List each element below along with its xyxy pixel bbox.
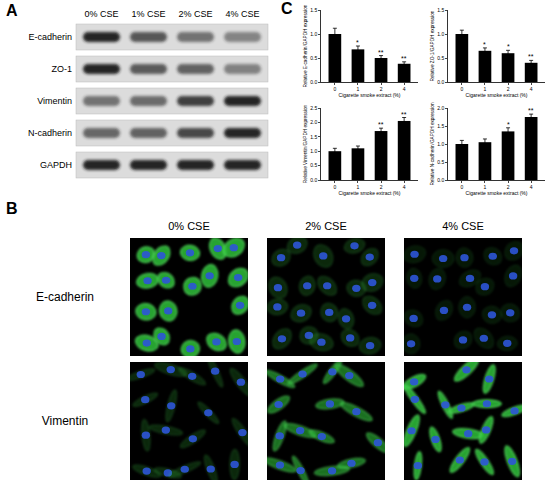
svg-text:2% CSE: 2% CSE [305,220,347,232]
svg-text:1: 1 [357,184,360,190]
svg-text:ZO-1: ZO-1 [51,64,72,74]
svg-text:1.0: 1.0 [310,148,317,154]
svg-text:2.0: 2.0 [310,119,317,125]
svg-text:**: ** [528,107,534,114]
svg-text:0.0: 0.0 [437,79,444,85]
svg-text:**: ** [528,53,534,60]
svg-text:A: A [6,2,18,19]
svg-text:2% CSE: 2% CSE [178,9,212,19]
svg-text:0% CSE: 0% CSE [168,220,210,232]
svg-text:0.5: 0.5 [310,55,317,61]
svg-text:0.0: 0.0 [310,177,317,183]
svg-text:B: B [6,200,18,217]
svg-text:2.0: 2.0 [437,105,444,111]
svg-text:2: 2 [380,184,383,190]
svg-text:Vimentin: Vimentin [37,96,72,106]
svg-text:**: ** [378,49,384,56]
svg-text:**: ** [401,55,407,62]
svg-text:Relative ZO-1/GAPDH expression: Relative ZO-1/GAPDH expression [430,10,435,81]
svg-text:0: 0 [333,184,336,190]
svg-text:1.5: 1.5 [437,7,444,13]
svg-text:*: * [356,39,359,46]
svg-text:Cigarette smoke extract (%): Cigarette smoke extract (%) [466,190,528,196]
svg-text:0.0: 0.0 [437,177,444,183]
svg-text:2: 2 [380,86,383,92]
svg-text:E-cadherin: E-cadherin [28,32,72,42]
svg-text:0: 0 [460,184,463,190]
svg-text:1: 1 [484,184,487,190]
svg-text:N-cadherin: N-cadherin [28,128,72,138]
svg-text:0: 0 [333,86,336,92]
svg-text:1% CSE: 1% CSE [131,9,165,19]
svg-text:2: 2 [507,184,510,190]
svg-text:0% CSE: 0% CSE [84,9,118,19]
svg-text:**: ** [378,121,384,128]
svg-text:0.5: 0.5 [437,55,444,61]
svg-text:Relative E-cadherin/GAPDH expr: Relative E-cadherin/GAPDH expression [303,4,308,87]
svg-text:1.5: 1.5 [437,123,444,129]
svg-text:Cigarette smoke extract (%): Cigarette smoke extract (%) [466,92,528,98]
svg-text:1: 1 [357,86,360,92]
svg-text:4: 4 [530,184,533,190]
svg-text:4% CSE: 4% CSE [225,9,259,19]
svg-text:1.5: 1.5 [310,134,317,140]
svg-text:0.0: 0.0 [310,79,317,85]
svg-text:1.0: 1.0 [310,31,317,37]
svg-text:E-cadherin: E-cadherin [36,290,94,304]
svg-text:Vimentin: Vimentin [42,414,88,428]
svg-text:0: 0 [460,86,463,92]
svg-text:0.5: 0.5 [310,162,317,168]
svg-text:1.0: 1.0 [437,141,444,147]
svg-text:**: ** [401,111,407,118]
svg-text:1.0: 1.0 [437,31,444,37]
svg-text:Relative Vimentin/GAPDH expres: Relative Vimentin/GAPDH expression [303,104,308,183]
svg-text:2.5: 2.5 [310,105,317,111]
svg-text:GAPDH: GAPDH [40,160,72,170]
svg-text:4: 4 [530,86,533,92]
svg-text:Cigarette smoke extract (%): Cigarette smoke extract (%) [339,92,401,98]
svg-text:2: 2 [507,86,510,92]
svg-text:4: 4 [403,184,406,190]
svg-text:C: C [281,0,293,17]
svg-text:1.5: 1.5 [310,7,317,13]
svg-text:0.5: 0.5 [437,159,444,165]
svg-text:*: * [507,43,510,50]
svg-text:Relative N-cadherin/GAPDH expr: Relative N-cadherin/GAPDH expression [430,102,435,186]
svg-text:4: 4 [403,86,406,92]
svg-text:*: * [507,121,510,128]
svg-text:1: 1 [484,86,487,92]
svg-text:4% CSE: 4% CSE [442,220,484,232]
svg-text:Cigarette smoke extract (%): Cigarette smoke extract (%) [339,190,401,196]
svg-text:*: * [483,41,486,48]
